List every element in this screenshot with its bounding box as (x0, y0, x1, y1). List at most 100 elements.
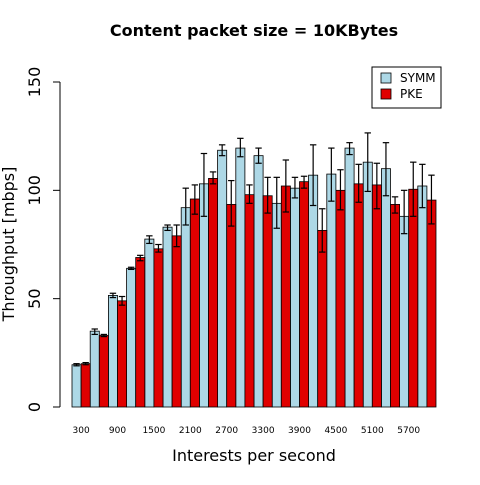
y-tick-label: 0 (25, 402, 44, 412)
error-bar (291, 176, 299, 199)
bar-pke (262, 195, 273, 408)
bar-pke (335, 189, 346, 408)
error-bar (282, 159, 290, 213)
bar-pke (426, 199, 437, 408)
x-tick-label: 2100 (179, 426, 202, 436)
bar-symm (344, 147, 355, 408)
x-tick-label: 5100 (361, 426, 384, 436)
error-bar (182, 187, 189, 226)
bar-pke (390, 204, 401, 408)
bar-pke (189, 198, 200, 408)
bar-symm (362, 161, 373, 408)
y-tick-label: 100 (25, 175, 44, 206)
bar-pke (171, 235, 182, 408)
error-bar (400, 189, 408, 235)
y-axis-label: Throughput [mbps] (0, 167, 18, 323)
error-bar (364, 132, 371, 193)
error-bar (337, 169, 344, 211)
error-bar (155, 243, 162, 253)
error-bar (164, 224, 171, 232)
error-bar (73, 363, 80, 367)
bar-symm (308, 174, 319, 408)
bar-pke (117, 300, 128, 408)
bar-pke (244, 194, 255, 408)
error-bar (100, 333, 108, 338)
legend: SYMM PKE (371, 66, 442, 109)
error-bar (346, 142, 353, 156)
error-bar (109, 292, 117, 299)
bar-pke (353, 183, 364, 408)
error-bar (328, 147, 335, 202)
error-bar (355, 163, 362, 203)
x-tick-label: 5700 (397, 426, 420, 436)
x-axis-label: Interests per second (172, 446, 336, 465)
bar-pke (317, 230, 328, 408)
bar-symm (144, 238, 155, 408)
legend-swatch-pke (380, 88, 392, 100)
x-tick-label: 3900 (288, 426, 311, 436)
bar-symm (217, 149, 228, 408)
bar-symm (162, 226, 173, 408)
error-bar (391, 196, 399, 214)
error-bar (200, 152, 208, 217)
x-tick-labels: 300 900 1500 2100 2700 3300 3900 4500 5100 5700 (73, 426, 421, 436)
error-bar (91, 328, 98, 336)
legend-label-pke: PKE (400, 87, 423, 101)
error-bar (127, 266, 135, 271)
bar-symm (380, 168, 391, 408)
bar-pke (135, 257, 146, 408)
bar-symm (198, 183, 209, 408)
error-bar (246, 184, 253, 204)
error-bar (273, 176, 280, 229)
error-bar (255, 147, 262, 164)
bar-symm (289, 187, 300, 408)
error-bar (309, 144, 317, 207)
error-bar (300, 175, 308, 189)
bar-symm (126, 267, 137, 408)
x-tick-label: 900 (109, 426, 126, 436)
y-axis: 0 50 100 150 (25, 67, 61, 412)
error-bar (428, 174, 435, 225)
error-bar (319, 208, 326, 253)
error-bar (209, 171, 217, 185)
bars-group (71, 132, 437, 408)
bar-symm (71, 364, 82, 408)
bar-symm (89, 330, 100, 408)
error-bar (373, 162, 381, 210)
y-tick-label: 50 (25, 288, 44, 308)
legend-swatch-symm (380, 72, 392, 84)
bar-pke (408, 188, 419, 408)
y-tick-label: 150 (25, 67, 44, 98)
error-bar (264, 176, 271, 214)
bar-pke (208, 178, 219, 408)
bar-pke (280, 185, 291, 408)
error-bar (82, 361, 89, 366)
error-bar (237, 137, 244, 158)
error-bar (410, 161, 417, 217)
x-tick-label: 3300 (252, 426, 275, 436)
error-bar (146, 235, 153, 245)
bar-symm (271, 202, 282, 408)
x-tick-label: 4500 (324, 426, 347, 436)
bar-pke (226, 204, 237, 408)
x-tick-label: 300 (73, 426, 90, 436)
error-bar (228, 179, 235, 227)
x-tick-label: 2700 (215, 426, 238, 436)
bar-symm (399, 215, 410, 408)
error-bar (419, 163, 426, 209)
bar-symm (108, 295, 118, 408)
error-bar (118, 295, 126, 306)
bar-symm (235, 147, 246, 408)
bar-symm (326, 173, 337, 408)
error-bar (191, 184, 199, 215)
x-tick-label: 1500 (142, 426, 165, 436)
error-bar (382, 142, 390, 197)
error-bar (173, 224, 180, 248)
error-bar (218, 144, 226, 157)
chart-title: Content packet size = 10KBytes (110, 21, 398, 40)
error-bar (137, 254, 144, 262)
bar-pke (299, 181, 310, 408)
bar-symm (253, 155, 264, 408)
